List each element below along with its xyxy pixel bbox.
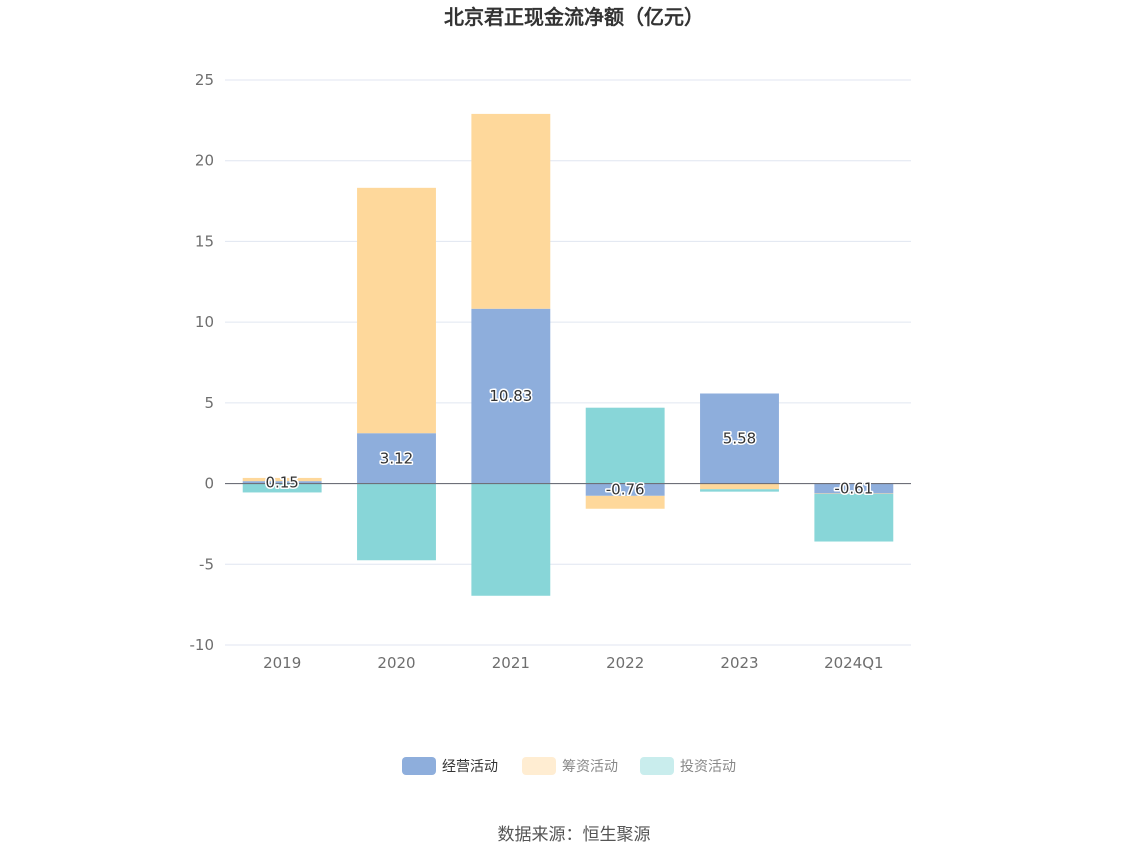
legend-swatch — [402, 757, 436, 775]
legend-swatch — [522, 757, 556, 775]
bar-series-1-2019 — [242, 477, 322, 482]
x-tick-label: 2024Q1 — [824, 654, 884, 672]
bar-series-2-2019 — [242, 483, 322, 493]
data-label-2022: -0.76 — [606, 481, 645, 499]
source-note: 数据来源：恒生聚源 — [498, 825, 651, 845]
bar-series-1-2020 — [357, 187, 436, 434]
grid-lines — [225, 79, 911, 646]
y-tick-label: 0 — [204, 475, 214, 493]
x-tick-label: 2021 — [492, 654, 530, 672]
data-label-2023: 5.58 — [723, 430, 756, 448]
chart-title: 北京君正现金流净额（亿元） — [444, 5, 704, 29]
data-label-2024Q1: -0.61 — [834, 479, 873, 497]
bar-series-0-2022 — [585, 483, 665, 496]
bar-series-0-2019 — [242, 481, 322, 484]
bar-series-0-2020 — [357, 433, 436, 484]
bar-series-1-2022 — [585, 495, 665, 509]
bar-series-1-2021 — [471, 113, 551, 309]
legend-label: 经营活动 — [442, 759, 498, 775]
bar-series-0-2024Q1 — [814, 483, 894, 494]
legend-swatch — [640, 757, 674, 775]
bar-series-2-2022 — [585, 407, 665, 484]
data-label-2021: 10.83 — [489, 387, 532, 405]
legend-label: 投资活动 — [680, 759, 736, 775]
legend: 经营活动 筹资活动 投资活动 — [402, 757, 736, 775]
bar-series-0-2023 — [700, 393, 779, 484]
bars — [242, 113, 894, 596]
bar-series-1-2024Q1 — [814, 493, 894, 494]
x-tick-label: 2023 — [720, 654, 758, 672]
y-tick-label: -5 — [199, 555, 214, 573]
y-tick-label: -10 — [190, 636, 215, 654]
bar-series-2-2021 — [471, 483, 551, 596]
bar-series-2-2023 — [700, 489, 779, 492]
data-label-2019: 0.15 — [265, 473, 298, 491]
y-axis: 25 20 15 10 5 0 -5 -10 — [190, 71, 215, 654]
bar-series-0-2021 — [471, 308, 551, 484]
y-tick-label: 25 — [195, 71, 214, 89]
bar-series-2-2024Q1 — [814, 493, 894, 542]
bar-series-2-2020 — [357, 483, 436, 561]
y-tick-label: 15 — [195, 232, 214, 250]
x-axis: 2019 2020 2021 2022 2023 2024Q1 — [263, 654, 884, 672]
bar-series-1-2023 — [700, 483, 779, 490]
y-tick-label: 5 — [204, 394, 214, 412]
x-tick-label: 2019 — [263, 654, 301, 672]
legend-label: 筹资活动 — [562, 758, 618, 775]
x-tick-label: 2020 — [377, 654, 415, 672]
x-tick-label: 2022 — [606, 654, 644, 672]
data-labels: 0.15 3.12 10.83 -0.76 5.58 -0.61 — [264, 386, 875, 501]
y-tick-label: 10 — [195, 313, 214, 331]
y-tick-label: 20 — [195, 152, 214, 170]
data-label-2020: 3.12 — [380, 449, 413, 467]
